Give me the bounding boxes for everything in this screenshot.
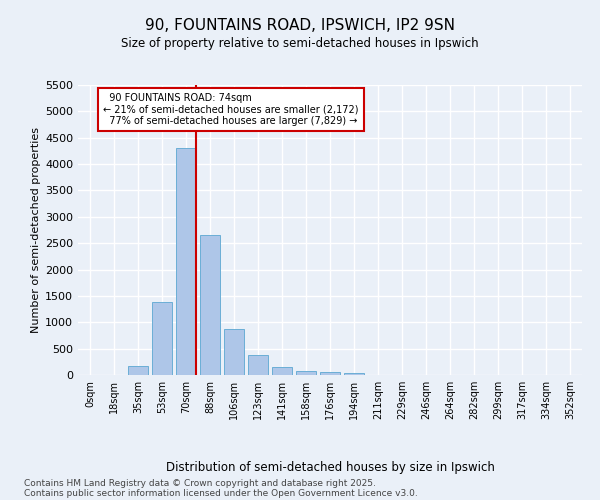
Text: Contains HM Land Registry data © Crown copyright and database right 2025.: Contains HM Land Registry data © Crown c…: [24, 478, 376, 488]
X-axis label: Distribution of semi-detached houses by size in Ipswich: Distribution of semi-detached houses by …: [166, 461, 494, 474]
Bar: [224, 329, 244, 375]
Text: 90, FOUNTAINS ROAD, IPSWICH, IP2 9SN: 90, FOUNTAINS ROAD, IPSWICH, IP2 9SN: [145, 18, 455, 32]
Text: Size of property relative to semi-detached houses in Ipswich: Size of property relative to semi-detach…: [121, 38, 479, 51]
Bar: [248, 355, 268, 375]
Bar: [152, 302, 172, 375]
Text: 90 FOUNTAINS ROAD: 74sqm
← 21% of semi-detached houses are smaller (2,172)
  77%: 90 FOUNTAINS ROAD: 74sqm ← 21% of semi-d…: [103, 93, 359, 126]
Y-axis label: Number of semi-detached properties: Number of semi-detached properties: [31, 127, 41, 333]
Bar: [272, 367, 292, 375]
Bar: [128, 366, 148, 375]
Bar: [320, 372, 340, 375]
Bar: [344, 374, 364, 375]
Bar: [296, 371, 316, 375]
Text: Contains public sector information licensed under the Open Government Licence v3: Contains public sector information licen…: [24, 488, 418, 498]
Bar: [200, 236, 220, 375]
Bar: [176, 148, 196, 375]
